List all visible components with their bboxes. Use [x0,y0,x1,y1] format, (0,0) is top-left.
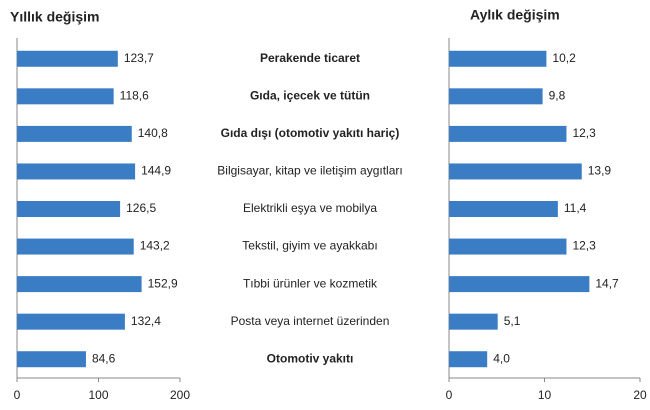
value-label: 12,3 [572,239,596,253]
value-label: 143,2 [140,239,170,253]
value-label: 14,7 [595,276,619,290]
value-label: 12,3 [572,126,596,140]
bar [17,313,125,330]
value-label: 10,2 [552,51,576,65]
value-label: 5,1 [504,314,521,328]
x-tick-label: 100 [88,388,108,402]
value-label: 126,5 [126,201,156,215]
bar [17,276,142,293]
category-label: Tekstil, giyim ve ayakkabı [242,239,377,253]
category-label: Otomotiv yakıtı [267,351,354,365]
x-tick-label: 20 [633,388,647,402]
value-label: 9,8 [549,89,566,103]
category-label: Bilgisayar, kitap ve iletişim aygıtları [217,164,402,178]
value-label: 84,6 [92,351,116,365]
x-tick-label: 0 [14,388,21,402]
value-label: 140,8 [138,126,168,140]
value-label: 13,9 [588,164,612,178]
x-tick-label: 200 [170,388,190,402]
category-label: Perakende ticaret [260,51,360,65]
value-label: 4,0 [493,351,510,365]
bar [449,163,582,180]
value-label: 123,7 [124,51,154,65]
value-label: 132,4 [131,314,161,328]
chart-title: Yıllık değişim [10,9,99,25]
bar [449,88,543,105]
value-label: 152,9 [148,276,178,290]
bar [449,351,488,368]
bar [17,88,114,105]
bar [449,276,590,293]
category-label: Gıda, içecek ve tütün [250,89,370,103]
bar [17,50,118,67]
chart-title: Aylık değişim [470,7,560,23]
category-label: Gıda dışı (otomotiv yakıtı hariç) [221,126,400,140]
bar [449,238,567,255]
bar [449,201,558,217]
value-label: 144,9 [141,164,171,178]
x-tick-label: 0 [446,388,453,402]
bar [449,50,547,67]
x-tick-label: 10 [538,388,552,402]
category-label: Tıbbi ürünler ve kozmetik [243,276,378,290]
bar [17,125,132,142]
bar [17,201,121,217]
bar [17,351,86,368]
bar [17,238,134,255]
category-label: Posta veya internet üzerinden [231,314,390,328]
value-label: 11,4 [564,201,587,215]
bar [449,125,567,142]
bar [449,313,498,330]
category-label: Elektrikli eşya ve mobilya [243,201,377,215]
value-label: 118,6 [120,89,149,103]
bar [17,163,136,180]
